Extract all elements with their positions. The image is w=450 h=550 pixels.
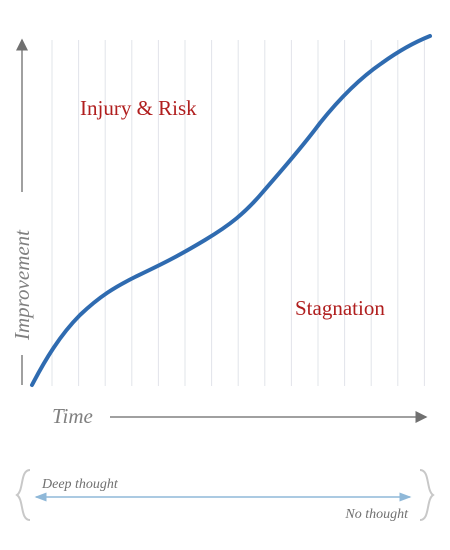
- zone-label: Stagnation: [295, 296, 385, 320]
- x-axis-label: Time: [52, 404, 93, 428]
- brace: [419, 469, 435, 521]
- scale-label: No thought: [344, 507, 409, 522]
- grid: [51, 40, 425, 386]
- y-axis-label: Improvement: [10, 229, 34, 341]
- zone-label: Injury & Risk: [80, 96, 197, 120]
- curve: [30, 34, 432, 387]
- brace: [15, 469, 31, 521]
- scale-label: Deep thought: [41, 477, 119, 492]
